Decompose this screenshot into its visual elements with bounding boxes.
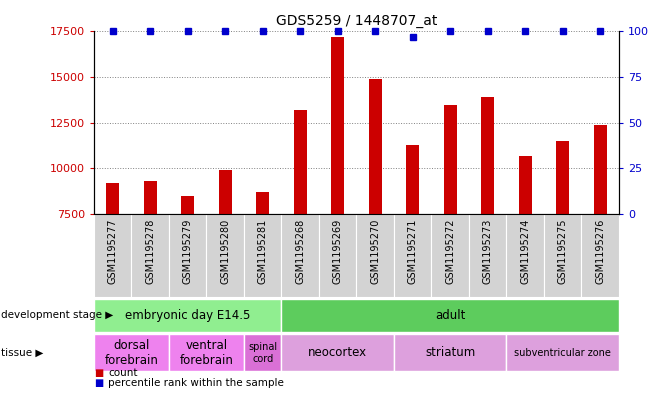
Bar: [331, 37, 344, 214]
Bar: [319, 31, 356, 297]
Bar: [244, 214, 281, 297]
Text: GSM1195278: GSM1195278: [145, 219, 156, 284]
Text: tissue ▶: tissue ▶: [1, 348, 43, 358]
Text: ventral
forebrain: ventral forebrain: [179, 339, 233, 367]
Bar: [581, 214, 619, 297]
Text: neocortex: neocortex: [308, 346, 367, 359]
Bar: [406, 145, 419, 214]
Text: GSM1195272: GSM1195272: [445, 219, 455, 284]
Bar: [281, 31, 319, 297]
Bar: [132, 31, 169, 297]
Bar: [432, 31, 469, 297]
Bar: [94, 334, 169, 371]
Bar: [207, 214, 244, 297]
Text: GSM1195273: GSM1195273: [483, 219, 492, 284]
Bar: [256, 192, 269, 214]
Bar: [207, 31, 244, 297]
Bar: [432, 214, 469, 297]
Text: GSM1195281: GSM1195281: [258, 219, 268, 284]
Bar: [169, 31, 207, 297]
Bar: [281, 214, 319, 297]
Title: GDS5259 / 1448707_at: GDS5259 / 1448707_at: [275, 14, 437, 28]
Bar: [369, 79, 382, 214]
Bar: [506, 214, 544, 297]
Text: ■: ■: [94, 368, 103, 378]
Text: GSM1195279: GSM1195279: [183, 219, 192, 284]
Text: development stage ▶: development stage ▶: [1, 310, 113, 320]
Bar: [594, 125, 607, 214]
Bar: [281, 299, 619, 332]
Bar: [94, 299, 281, 332]
Bar: [394, 31, 432, 297]
Bar: [556, 141, 569, 214]
Text: adult: adult: [435, 309, 465, 322]
Bar: [394, 214, 432, 297]
Bar: [281, 334, 394, 371]
Bar: [181, 196, 194, 214]
Text: spinal
cord: spinal cord: [248, 342, 277, 364]
Bar: [169, 334, 244, 371]
Bar: [144, 181, 157, 214]
Bar: [132, 214, 169, 297]
Text: GSM1195277: GSM1195277: [108, 219, 118, 284]
Bar: [169, 214, 207, 297]
Text: dorsal
forebrain: dorsal forebrain: [104, 339, 158, 367]
Text: GSM1195269: GSM1195269: [332, 219, 343, 284]
Bar: [94, 214, 132, 297]
Bar: [469, 214, 506, 297]
Text: GSM1195274: GSM1195274: [520, 219, 530, 284]
Bar: [506, 31, 544, 297]
Bar: [218, 170, 232, 214]
Text: GSM1195268: GSM1195268: [295, 219, 305, 284]
Text: GSM1195275: GSM1195275: [557, 219, 568, 284]
Bar: [244, 334, 281, 371]
Bar: [444, 105, 457, 214]
Text: percentile rank within the sample: percentile rank within the sample: [108, 378, 284, 388]
Text: GSM1195271: GSM1195271: [408, 219, 418, 284]
Bar: [394, 334, 506, 371]
Text: GSM1195280: GSM1195280: [220, 219, 230, 284]
Bar: [319, 214, 356, 297]
Text: striatum: striatum: [425, 346, 475, 359]
Bar: [506, 334, 619, 371]
Text: GSM1195276: GSM1195276: [595, 219, 605, 284]
Text: embryonic day E14.5: embryonic day E14.5: [125, 309, 250, 322]
Bar: [481, 97, 494, 214]
Bar: [106, 183, 119, 214]
Bar: [94, 31, 132, 297]
Bar: [581, 31, 619, 297]
Bar: [356, 214, 394, 297]
Bar: [544, 31, 581, 297]
Bar: [469, 31, 506, 297]
Bar: [356, 31, 394, 297]
Bar: [244, 31, 281, 297]
Text: count: count: [108, 368, 138, 378]
Text: subventricular zone: subventricular zone: [514, 348, 611, 358]
Text: GSM1195270: GSM1195270: [370, 219, 380, 284]
Bar: [518, 156, 531, 214]
Text: ■: ■: [94, 378, 103, 388]
Bar: [544, 214, 581, 297]
Bar: [294, 110, 307, 214]
